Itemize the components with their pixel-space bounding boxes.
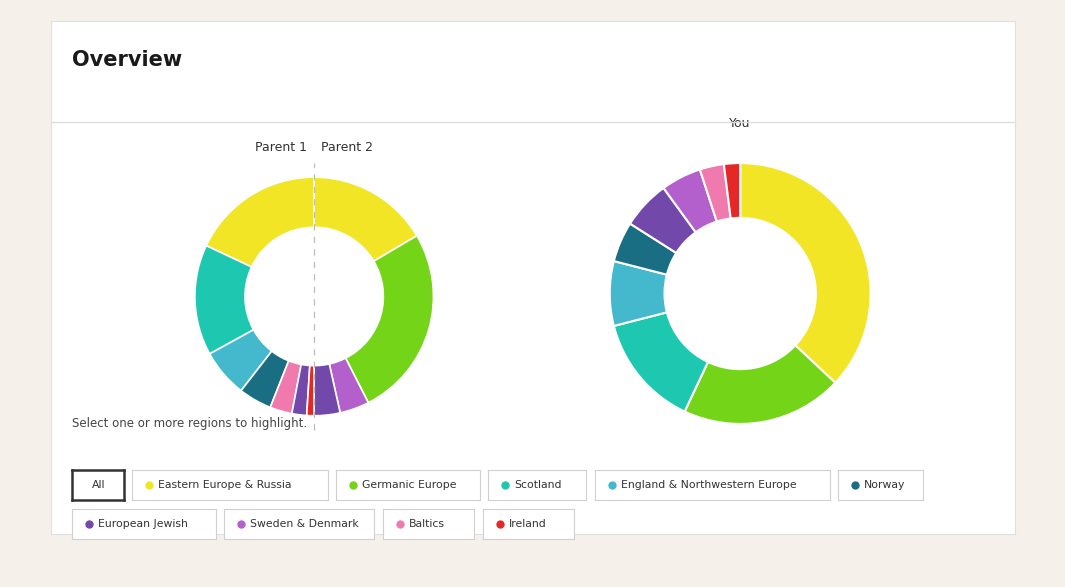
Wedge shape	[685, 345, 835, 424]
Text: Overview: Overview	[72, 50, 182, 70]
Text: Baltics: Baltics	[409, 519, 445, 529]
Wedge shape	[724, 163, 740, 218]
Text: You: You	[730, 117, 751, 130]
Wedge shape	[663, 170, 717, 232]
Text: Eastern Europe & Russia: Eastern Europe & Russia	[159, 480, 292, 490]
Wedge shape	[740, 163, 870, 383]
Text: Select one or more regions to highlight.: Select one or more regions to highlight.	[72, 417, 308, 430]
Wedge shape	[195, 245, 253, 354]
Text: Parent 1: Parent 1	[255, 141, 307, 154]
Wedge shape	[700, 164, 731, 221]
Wedge shape	[613, 224, 676, 275]
Wedge shape	[271, 361, 301, 414]
Text: Germanic Europe: Germanic Europe	[362, 480, 457, 490]
Text: Parent 2: Parent 2	[322, 141, 374, 154]
Wedge shape	[329, 358, 368, 413]
Text: Norway: Norway	[864, 480, 905, 490]
Text: Sweden & Denmark: Sweden & Denmark	[250, 519, 359, 529]
Wedge shape	[307, 366, 314, 416]
Wedge shape	[210, 330, 272, 391]
Wedge shape	[613, 312, 708, 411]
Text: Scotland: Scotland	[514, 480, 562, 490]
Wedge shape	[314, 177, 416, 261]
Wedge shape	[241, 351, 289, 407]
Text: All: All	[92, 480, 105, 490]
Text: England & Northwestern Europe: England & Northwestern Europe	[621, 480, 797, 490]
Wedge shape	[292, 365, 310, 416]
Text: Ireland: Ireland	[509, 519, 546, 529]
Wedge shape	[630, 188, 695, 253]
Wedge shape	[314, 364, 340, 416]
Wedge shape	[345, 236, 433, 403]
Text: European Jewish: European Jewish	[98, 519, 189, 529]
Wedge shape	[207, 177, 314, 267]
Wedge shape	[610, 261, 667, 326]
